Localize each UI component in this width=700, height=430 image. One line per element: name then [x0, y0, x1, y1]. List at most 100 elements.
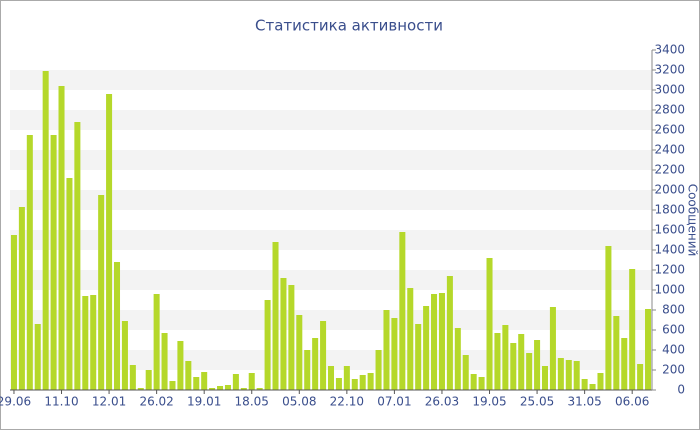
bar — [137, 388, 144, 390]
bar — [415, 324, 422, 390]
bar — [240, 388, 247, 390]
y-tick-label: 2400 — [654, 143, 685, 157]
bar — [82, 296, 89, 390]
y-tick-label: 600 — [662, 323, 685, 337]
bar — [177, 341, 184, 390]
bar — [486, 258, 493, 390]
bar — [534, 340, 541, 390]
y-tick-label: 2600 — [654, 123, 685, 137]
bar — [391, 318, 398, 390]
x-tick-label: 26.02 — [139, 395, 173, 409]
y-tick-label: 2800 — [654, 103, 685, 117]
bar — [153, 294, 160, 390]
bar — [375, 350, 382, 390]
grid-band — [10, 230, 652, 250]
y-tick-label: 3200 — [654, 63, 685, 77]
bar — [185, 361, 192, 390]
bar — [557, 358, 564, 390]
bar — [621, 338, 628, 390]
bar — [431, 294, 438, 390]
y-tick-label: 800 — [662, 303, 685, 317]
bar — [367, 373, 374, 390]
y-tick-label: 0 — [677, 383, 685, 397]
x-tick-label: 31.05 — [567, 395, 601, 409]
x-tick-label: 29.06 — [0, 395, 31, 409]
bar — [335, 378, 342, 390]
bar — [573, 361, 580, 390]
bar — [462, 355, 469, 390]
bar — [502, 325, 509, 390]
x-tick-label: 12.01 — [92, 395, 126, 409]
bar — [399, 232, 406, 390]
bar — [613, 316, 620, 390]
bar — [42, 71, 49, 390]
y-tick-label: 1000 — [654, 283, 685, 297]
bar — [193, 377, 200, 390]
bar — [637, 364, 644, 390]
bar — [248, 373, 255, 390]
bar — [597, 373, 604, 390]
bar — [518, 334, 525, 390]
bar — [478, 377, 485, 390]
y-tick-label: 1600 — [654, 223, 685, 237]
bar — [581, 379, 588, 390]
bar — [34, 324, 41, 390]
x-tick-label: 19.01 — [187, 395, 221, 409]
bar — [264, 300, 271, 390]
bar — [359, 375, 366, 390]
grid-band — [10, 150, 652, 170]
bar — [541, 366, 549, 390]
bar — [145, 370, 152, 390]
bar — [66, 178, 73, 390]
x-tick-label: 19.05 — [472, 395, 506, 409]
x-tick-label: 07.01 — [377, 395, 411, 409]
bar — [470, 374, 477, 390]
bar — [74, 122, 81, 390]
chart-title: Статистика активности — [255, 17, 443, 35]
y-axis-title: Сообщений — [686, 184, 700, 257]
bar — [343, 366, 350, 390]
bar — [629, 269, 636, 390]
bar — [327, 366, 335, 390]
bar — [280, 278, 287, 390]
bar — [320, 321, 327, 390]
y-tick-label: 400 — [662, 343, 685, 357]
bar — [10, 235, 17, 390]
y-tick-label: 3000 — [654, 83, 685, 97]
grid-band — [10, 70, 652, 90]
x-tick-label: 06.06 — [615, 395, 649, 409]
y-tick-label: 200 — [662, 363, 685, 377]
bar — [494, 333, 501, 390]
bar — [169, 381, 176, 390]
bar — [256, 388, 263, 390]
x-tick-label: 11.10 — [44, 395, 78, 409]
y-tick-label: 1800 — [654, 203, 685, 217]
bar — [423, 306, 430, 390]
x-tick-label: 22.10 — [330, 395, 364, 409]
bar — [438, 293, 445, 390]
x-tick-label: 25.05 — [520, 395, 554, 409]
bar — [18, 207, 25, 390]
bar — [129, 365, 136, 390]
bar — [510, 343, 517, 390]
x-tick-label: 05.08 — [282, 395, 316, 409]
bar — [645, 309, 652, 390]
bar — [217, 386, 224, 390]
bar — [383, 310, 390, 390]
bar — [90, 295, 97, 390]
bar — [565, 360, 572, 390]
bar — [296, 315, 303, 390]
y-tick-label: 1400 — [654, 243, 685, 257]
grid-band — [10, 190, 652, 210]
bar — [351, 379, 358, 390]
bar — [312, 338, 319, 390]
bar — [113, 262, 121, 390]
bar — [121, 321, 128, 390]
x-tick-label: 26.03 — [425, 395, 459, 409]
bar — [26, 135, 33, 390]
bar — [161, 333, 168, 390]
bar — [407, 288, 414, 390]
y-tick-label: 3400 — [654, 43, 685, 57]
bar — [288, 285, 295, 390]
